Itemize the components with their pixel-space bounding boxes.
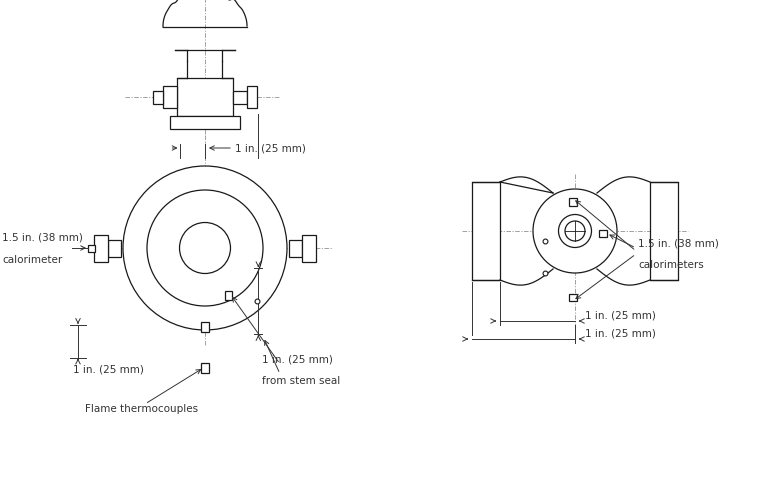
Bar <box>153 90 163 104</box>
Circle shape <box>559 214 591 247</box>
Bar <box>302 235 316 261</box>
Bar <box>94 235 108 261</box>
Circle shape <box>179 223 231 274</box>
Bar <box>472 182 500 280</box>
Bar <box>289 240 302 257</box>
Bar <box>201 322 209 332</box>
Bar <box>599 229 606 237</box>
Bar <box>108 240 121 257</box>
Bar <box>201 363 209 372</box>
Text: Flame thermocouples: Flame thermocouples <box>85 404 198 414</box>
Text: 1.5 in. (38 mm): 1.5 in. (38 mm) <box>2 232 83 242</box>
Text: from stem seal: from stem seal <box>262 376 340 386</box>
Circle shape <box>147 190 263 306</box>
Bar <box>569 294 577 301</box>
Bar <box>247 86 257 108</box>
Bar <box>650 182 678 280</box>
Text: calorimeters: calorimeters <box>638 260 704 270</box>
Text: 1 in. (25 mm): 1 in. (25 mm) <box>235 143 306 153</box>
Bar <box>233 90 247 104</box>
Text: 1 in. (25 mm): 1 in. (25 mm) <box>585 310 656 320</box>
Polygon shape <box>163 0 247 27</box>
Bar <box>88 244 95 251</box>
Circle shape <box>123 166 287 330</box>
Text: calorimeter: calorimeter <box>2 255 62 265</box>
Circle shape <box>533 189 617 273</box>
Bar <box>177 78 233 116</box>
Text: 1 in. (25 mm): 1 in. (25 mm) <box>262 354 333 364</box>
Text: 1 in. (25 mm): 1 in. (25 mm) <box>73 364 144 375</box>
Bar <box>170 116 240 129</box>
Bar <box>163 86 177 108</box>
Text: 1 in. (25 mm): 1 in. (25 mm) <box>585 328 656 338</box>
Circle shape <box>565 221 585 241</box>
Bar <box>225 291 232 300</box>
Bar <box>569 198 577 206</box>
Text: 1.5 in. (38 mm): 1.5 in. (38 mm) <box>638 238 719 248</box>
